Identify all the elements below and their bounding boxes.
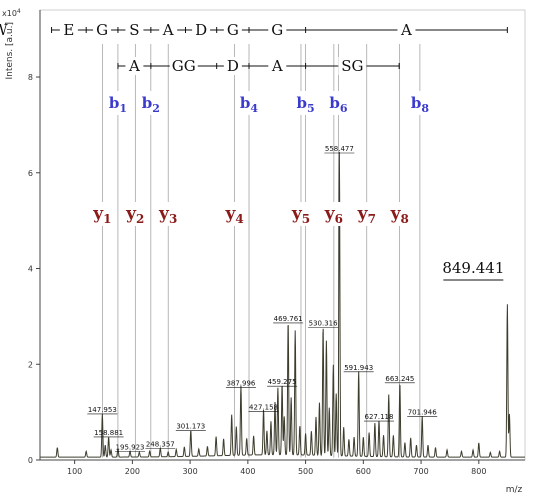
y-ion-label-bg: [92, 202, 115, 226]
peak-label: 195.923: [116, 443, 145, 451]
y-ion-label-bg: [323, 202, 346, 226]
y-ion-label: y6: [324, 204, 343, 226]
peak-label: 248.357: [146, 440, 175, 448]
sequence-second-residue-bg: [125, 57, 144, 75]
x-tick-label: 800: [471, 467, 486, 476]
peak-label: 558.477: [325, 145, 354, 153]
y-ion-label: y8: [390, 204, 409, 226]
b-ion-label: b6: [329, 94, 348, 115]
sequence-second-residue-bg: [169, 57, 198, 75]
x-tick-label: 700: [413, 467, 428, 476]
x-tick-label: 400: [240, 467, 255, 476]
peak-label: 530.316: [309, 320, 338, 328]
b-ion-label: b1: [109, 94, 127, 115]
y-tick-label: 0: [28, 456, 33, 465]
y-ion-label: y7: [357, 204, 376, 226]
sequence-top-residue: A: [162, 21, 174, 39]
peak-label: 158.881: [94, 429, 123, 437]
sequence-top-residue: G: [227, 21, 239, 39]
spectrum-trace: [40, 151, 525, 458]
sequence-second-residue-bg: [223, 57, 242, 75]
b-ion-label-bg: [409, 91, 432, 115]
peptide-sequence: EGSADGGAWAGGDASG: [0, 21, 508, 75]
b-ion-label-bg: [239, 91, 262, 115]
peak-label: 147.953: [88, 406, 117, 414]
peak-label: 701.946: [408, 408, 437, 416]
y-ion-label: y1: [92, 204, 111, 226]
y-multiplier-label: x104: [2, 8, 21, 18]
y-ion-label-bg: [290, 202, 313, 226]
sequence-second-residue: A: [271, 57, 283, 75]
b-ion-label: b8: [411, 94, 430, 115]
x-tick-label: 300: [182, 467, 197, 476]
highlight-peak-label: 849.441: [442, 259, 504, 277]
spectrum-line: [40, 151, 525, 458]
sequence-second-residue: GG: [172, 57, 196, 75]
sequence-top-residue-bg: [93, 21, 112, 39]
y-ion-label-bg: [125, 202, 148, 226]
sequence-second-residue: D: [227, 57, 239, 75]
y-ion-label: y3: [158, 204, 177, 226]
y-ion-label: y5: [291, 204, 310, 226]
peak-label: 427.158: [249, 404, 278, 412]
sequence-top-residue: A: [400, 21, 412, 39]
b-ion-label-bg: [107, 91, 130, 115]
sequence-top-residue: S: [129, 21, 139, 39]
sequence-second-residue: A: [128, 57, 140, 75]
y-ion-label-bg: [389, 202, 412, 226]
b-ion-label-bg: [328, 91, 351, 115]
peak-label: 627.118: [365, 413, 394, 421]
b-ion-label: b2: [142, 94, 160, 115]
y-axis-title: Intens. [a.u.]: [5, 22, 15, 80]
sequence-top-residue-bg: [223, 21, 242, 39]
y-ion-label: y2: [125, 204, 144, 226]
sequence-top-residue: G: [96, 21, 108, 39]
x-tick-label: 500: [298, 467, 313, 476]
b-ion-label: b5: [297, 94, 315, 115]
y-ion-label-bg: [158, 202, 181, 226]
sequence-second-residue: SG: [341, 57, 363, 75]
peak-labels: 147.953 158.881 195.923 248.357 301.173 387.9…: [87, 145, 504, 452]
sequence-second-residue-bg: [338, 57, 367, 75]
sequence-top-residue: E: [63, 21, 74, 39]
b-ion-label: b4: [240, 94, 259, 115]
sequence-top-residue-bg: [59, 21, 78, 39]
y-tick-label: 4: [28, 265, 33, 274]
x-tick-label: 600: [356, 467, 371, 476]
sequence-top-residue-bg: [268, 21, 287, 39]
y-tick-label: 6: [28, 169, 33, 178]
peak-label: 301.173: [176, 423, 205, 431]
y-ion-label: y4: [224, 204, 243, 226]
axes: 100 200 300 400 500 600 700 800 0 2 4 6 8 x104 Intens.…: [2, 8, 525, 495]
x-axis-title: m/z: [506, 485, 523, 495]
y-ion-label-bg: [224, 202, 247, 226]
sequence-top-residue-bg: [397, 21, 416, 39]
y-tick-label: 8: [28, 73, 33, 82]
sequence-second-residue-bg: [268, 57, 287, 75]
peak-label: 591.943: [344, 364, 373, 372]
peak-label: 387.996: [226, 380, 255, 388]
sequence-top-residue-bg: [159, 21, 178, 39]
y-ion-label-bg: [356, 202, 379, 226]
sequence-top-residue-bg: [125, 21, 144, 39]
sequence-top-residue-bg: [192, 21, 211, 39]
peak-label: 459.275: [268, 378, 297, 386]
sequence-top-residue: D: [195, 21, 207, 39]
ion-labels: b1 b2 b4 b5 b6 b8 y1 y2 y3 y4 y5 y6 y7 y8: [92, 91, 432, 226]
b-ion-label-bg: [295, 91, 318, 115]
sequence-top-residue: G: [271, 21, 283, 39]
peak-label: 469.761: [274, 315, 303, 323]
sequence-top-residue: W: [0, 21, 8, 39]
sequence-top-residue-bg: [0, 21, 18, 39]
y-tick-label: 2: [28, 360, 33, 369]
peak-label: 663.245: [385, 375, 414, 383]
x-tick-label: 100: [67, 467, 82, 476]
x-tick-label: 200: [125, 467, 140, 476]
b-ion-label-bg: [140, 91, 163, 115]
